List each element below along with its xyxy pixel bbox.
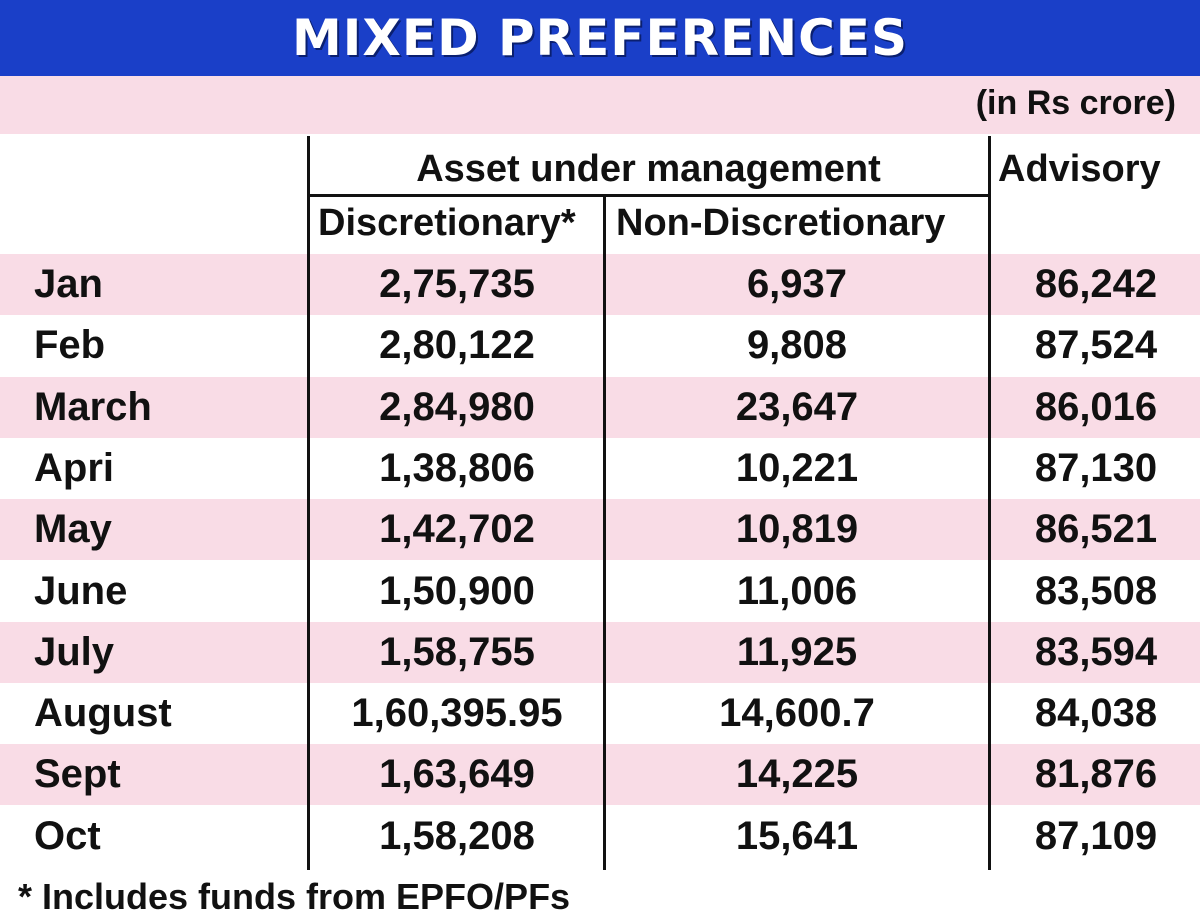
col-header-non-discretionary: Non-Discretionary [616,202,946,244]
table-row: June 1,50,900 11,006 83,508 [0,561,1200,622]
cell-advisory: 83,594 [1034,629,1158,674]
cell-month: Feb [34,323,106,368]
divider-discretionary-nondiscretionary [603,196,606,870]
cell-month: August [34,691,172,736]
cell-non-discretionary: 6,937 [746,262,848,306]
cell-month: June [34,568,128,613]
cell-month: March [34,384,152,429]
cell-discretionary: 1,42,702 [379,507,535,552]
unit-note: (in Rs crore) [975,84,1176,122]
cell-advisory: 81,876 [1034,752,1158,797]
cell-non-discretionary: 11,925 [736,629,858,674]
cell-discretionary: 1,60,395.95 [351,691,563,736]
cell-non-discretionary: 23,647 [735,384,859,429]
table-row: Apri 1,38,806 10,221 87,130 [0,438,1200,499]
cell-month: July [34,629,115,674]
cell-discretionary: 2,75,735 [379,262,535,306]
cell-discretionary: 1,58,755 [379,629,535,674]
cell-non-discretionary: 15,641 [735,813,859,858]
cell-advisory: 87,109 [1034,813,1158,858]
cell-advisory: 86,521 [1034,507,1158,552]
cell-advisory: 84,038 [1034,691,1158,736]
table-row: Jan 2,75,735 6,937 86,242 [0,254,1200,315]
cell-non-discretionary: 14,225 [735,752,859,797]
table-row: Feb 2,80,122 9,808 87,524 [0,315,1200,376]
col-header-discretionary: Discretionary* [318,202,576,244]
cell-month: Apri [34,445,114,490]
cell-advisory: 87,130 [1034,445,1158,490]
cell-non-discretionary: 9,808 [746,323,848,368]
table-row: August 1,60,395.95 14,600.7 84,038 [0,683,1200,744]
divider-month-discretionary [307,136,310,870]
cell-discretionary: 1,50,900 [379,568,535,613]
cell-non-discretionary: 10,819 [735,507,859,552]
cell-advisory: 87,524 [1034,323,1158,368]
cell-month: Jan [34,262,103,306]
footnote: * Includes funds from EPFO/PFs [18,876,571,917]
unit-strip: (in Rs crore) [0,76,1200,134]
cell-advisory: 83,508 [1034,568,1158,613]
cell-discretionary: 1,63,649 [379,752,535,797]
divider-nondiscretionary-advisory [988,136,991,870]
table-row: Oct 1,58,208 15,641 87,109 [0,806,1200,867]
table-row: Sept 1,63,649 14,225 81,876 [0,744,1200,806]
group-header: Asset under management [416,148,881,190]
cell-discretionary: 1,38,806 [379,445,535,490]
chart-title: MIXED PREFERENCES [0,0,1200,76]
cell-advisory: 86,016 [1034,384,1158,429]
cell-discretionary: 1,58,208 [379,813,535,858]
table-row: May 1,42,702 10,819 86,521 [0,499,1200,561]
col-header-advisory: Advisory [998,148,1161,190]
table-row: July 1,58,755 11,925 83,594 [0,621,1200,683]
cell-month: Oct [34,813,101,858]
cell-non-discretionary: 14,600.7 [719,691,875,736]
cell-discretionary: 2,80,122 [379,323,535,368]
cell-discretionary: 2,84,980 [379,384,535,429]
cell-non-discretionary: 10,221 [735,445,859,490]
cell-month: May [34,507,112,552]
cell-non-discretionary: 11,006 [736,568,858,613]
cell-month: Sept [34,752,121,797]
cell-advisory: 86,242 [1034,262,1158,306]
table-row: March 2,84,980 23,647 86,016 [0,376,1200,438]
group-header-underline [308,194,990,197]
